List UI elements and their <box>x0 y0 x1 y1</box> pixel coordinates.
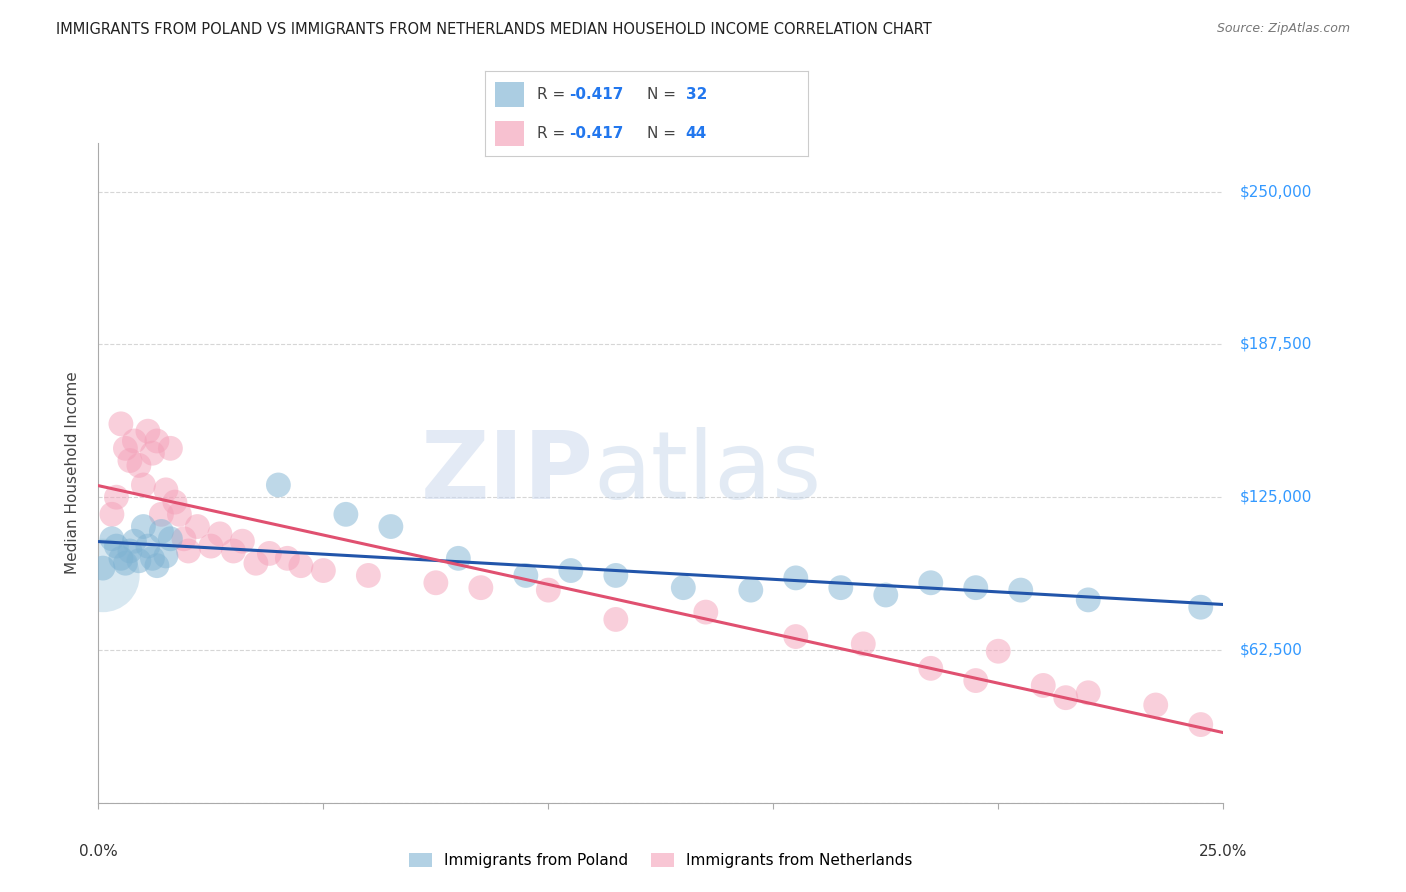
Point <box>136 424 159 438</box>
Point <box>276 551 298 566</box>
Point <box>1032 678 1054 692</box>
Point <box>785 571 807 585</box>
Point <box>200 539 222 553</box>
Point <box>470 581 492 595</box>
Point <box>785 630 807 644</box>
Text: atlas: atlas <box>593 426 821 519</box>
Point <box>222 544 245 558</box>
Point <box>1189 600 1212 615</box>
Point <box>208 527 231 541</box>
Point <box>150 524 173 539</box>
Text: $62,500: $62,500 <box>1240 642 1303 657</box>
Point <box>560 564 582 578</box>
Point <box>875 588 897 602</box>
Bar <box>495 81 524 107</box>
Point <box>425 575 447 590</box>
Point <box>605 568 627 582</box>
Text: R =: R = <box>537 87 569 102</box>
Text: 32: 32 <box>686 87 707 102</box>
Point <box>141 551 163 566</box>
Point <box>605 612 627 626</box>
Point <box>155 549 177 563</box>
Text: 25.0%: 25.0% <box>1199 845 1247 859</box>
Point <box>1189 717 1212 731</box>
Text: 44: 44 <box>686 126 707 141</box>
Point <box>987 644 1010 658</box>
Point <box>124 434 146 448</box>
Point <box>1077 593 1099 607</box>
Point <box>1010 583 1032 598</box>
Point <box>114 556 136 570</box>
Point <box>177 544 200 558</box>
Point <box>110 417 132 431</box>
Point <box>186 519 208 533</box>
Point <box>965 581 987 595</box>
Y-axis label: Median Household Income: Median Household Income <box>65 371 80 574</box>
Point <box>159 442 181 456</box>
Point <box>312 564 335 578</box>
Point <box>335 508 357 522</box>
Point <box>672 581 695 595</box>
Point <box>920 575 942 590</box>
Bar <box>495 120 524 146</box>
Point <box>852 637 875 651</box>
Point <box>267 478 290 492</box>
Point <box>128 458 150 473</box>
Text: IMMIGRANTS FROM POLAND VS IMMIGRANTS FROM NETHERLANDS MEDIAN HOUSEHOLD INCOME CO: IMMIGRANTS FROM POLAND VS IMMIGRANTS FRO… <box>56 22 932 37</box>
Text: N =: N = <box>647 87 681 102</box>
Point <box>245 556 267 570</box>
Text: $187,500: $187,500 <box>1240 337 1312 352</box>
Point <box>118 544 141 558</box>
Point <box>1054 690 1077 705</box>
Point <box>380 519 402 533</box>
Point <box>695 605 717 619</box>
Point <box>136 539 159 553</box>
Point <box>357 568 380 582</box>
Point <box>114 442 136 456</box>
Point <box>132 519 155 533</box>
Point <box>231 534 253 549</box>
Point <box>515 568 537 582</box>
Point <box>447 551 470 566</box>
Legend: Immigrants from Poland, Immigrants from Netherlands: Immigrants from Poland, Immigrants from … <box>404 847 918 874</box>
Point <box>141 446 163 460</box>
Point <box>920 661 942 675</box>
Point <box>537 583 560 598</box>
Point <box>169 508 191 522</box>
Text: $250,000: $250,000 <box>1240 184 1312 199</box>
Point <box>163 495 186 509</box>
Text: N =: N = <box>647 126 681 141</box>
Point <box>146 558 169 573</box>
Point <box>105 490 128 504</box>
Point <box>101 532 124 546</box>
Point <box>146 434 169 448</box>
Text: $125,000: $125,000 <box>1240 490 1312 505</box>
Text: -0.417: -0.417 <box>569 126 623 141</box>
Point <box>105 539 128 553</box>
Point <box>1077 686 1099 700</box>
Point <box>91 561 114 575</box>
Point <box>290 558 312 573</box>
Point <box>124 534 146 549</box>
Point <box>155 483 177 497</box>
Point <box>159 532 181 546</box>
Text: -0.417: -0.417 <box>569 87 623 102</box>
Point <box>128 554 150 568</box>
Point <box>740 583 762 598</box>
Point <box>965 673 987 688</box>
Text: R =: R = <box>537 126 569 141</box>
Point <box>101 508 124 522</box>
Text: Source: ZipAtlas.com: Source: ZipAtlas.com <box>1216 22 1350 36</box>
Text: ZIP: ZIP <box>420 426 593 519</box>
Point <box>132 478 155 492</box>
Point <box>259 546 281 560</box>
Point <box>118 453 141 467</box>
Point <box>1144 698 1167 712</box>
Point <box>110 551 132 566</box>
Point <box>173 532 195 546</box>
Text: 0.0%: 0.0% <box>79 845 118 859</box>
Point <box>150 508 173 522</box>
Point <box>830 581 852 595</box>
Point <box>91 568 114 582</box>
